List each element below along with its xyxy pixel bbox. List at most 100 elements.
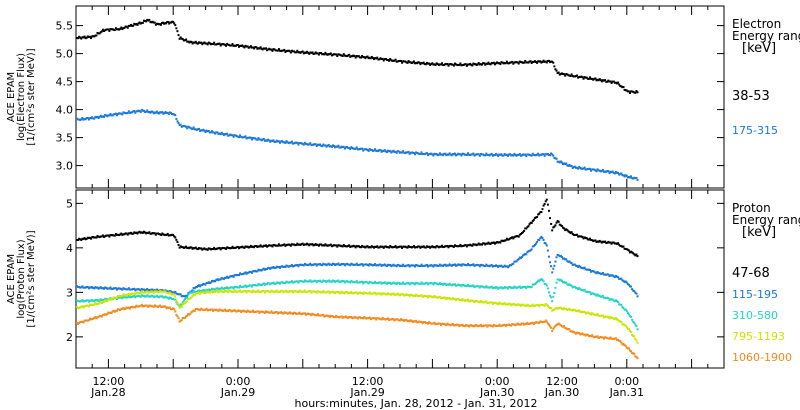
plot-frame (75, 189, 725, 369)
data-point (408, 320, 411, 323)
data-point (557, 220, 560, 223)
data-point (458, 325, 461, 328)
data-point (432, 322, 435, 325)
data-point (450, 284, 453, 287)
data-point (135, 304, 138, 307)
data-point (471, 263, 474, 266)
data-point (174, 290, 177, 293)
data-point (242, 272, 245, 275)
data-point (342, 263, 345, 266)
data-point (400, 282, 402, 285)
data-point (524, 227, 527, 230)
data-point (380, 282, 383, 285)
data-point (465, 245, 468, 248)
data-point (205, 248, 208, 251)
data-point (411, 151, 414, 154)
data-point (435, 264, 438, 267)
data-point (556, 307, 559, 310)
data-point (371, 56, 374, 59)
data-point (324, 243, 327, 246)
data-point (135, 22, 138, 25)
data-point (162, 291, 165, 294)
data-point (470, 244, 473, 247)
data-point (99, 114, 102, 117)
data-point (221, 246, 224, 249)
data-point (199, 309, 202, 312)
data-point (317, 244, 320, 247)
data-point (200, 284, 203, 287)
data-point (226, 286, 229, 289)
data-point (206, 248, 209, 251)
data-point (243, 136, 246, 139)
data-point (326, 244, 329, 247)
data-point (320, 291, 323, 294)
data-point (322, 143, 325, 146)
data-point (329, 145, 332, 148)
data-point (128, 294, 131, 297)
data-point (181, 38, 184, 41)
data-point (236, 290, 239, 293)
data-point (201, 129, 204, 132)
data-point (77, 118, 80, 121)
data-point (551, 330, 554, 333)
data-point (560, 307, 563, 310)
data-point (530, 61, 533, 64)
data-point (597, 169, 600, 172)
data-point (295, 264, 298, 267)
data-point (503, 153, 506, 156)
data-point (567, 164, 570, 167)
data-point (230, 134, 233, 137)
data-point (205, 282, 208, 285)
data-point (316, 280, 319, 283)
data-point (257, 268, 260, 271)
data-point (257, 47, 260, 50)
data-point (525, 227, 528, 230)
data-point (330, 245, 333, 248)
data-point (152, 112, 155, 115)
data-point (505, 286, 508, 289)
data-point (389, 245, 392, 248)
data-point (312, 313, 315, 316)
data-point (148, 18, 151, 21)
data-point (139, 295, 142, 298)
data-point (635, 253, 638, 256)
data-point (589, 237, 591, 240)
data-point (201, 248, 204, 251)
data-point (590, 313, 593, 316)
data-point (309, 262, 312, 265)
data-point (392, 59, 395, 62)
data-point (565, 281, 568, 284)
data-point (329, 280, 332, 283)
data-point (172, 291, 175, 294)
data-point (152, 296, 155, 299)
data-point (388, 246, 391, 249)
data-point (495, 62, 498, 65)
data-point (78, 118, 81, 121)
data-point (256, 138, 259, 141)
data-point (414, 62, 417, 65)
data-point (87, 300, 90, 303)
data-point (239, 246, 242, 249)
data-point (282, 243, 285, 246)
data-point (598, 78, 601, 81)
data-point (352, 244, 355, 247)
data-point (434, 264, 437, 267)
data-point (78, 286, 81, 289)
data-point (80, 286, 83, 289)
data-point (425, 152, 428, 155)
data-point (77, 37, 80, 40)
data-point (541, 303, 544, 306)
data-point (444, 296, 447, 299)
data-point (388, 282, 391, 285)
data-point (504, 325, 507, 328)
data-point (427, 283, 429, 286)
data-point (289, 265, 292, 268)
data-point (468, 63, 471, 66)
data-point (626, 311, 629, 314)
data-point (314, 314, 317, 317)
data-point (349, 55, 352, 58)
data-point (334, 244, 337, 247)
data-point (383, 281, 386, 284)
data-point (284, 311, 287, 314)
data-point (593, 270, 596, 273)
